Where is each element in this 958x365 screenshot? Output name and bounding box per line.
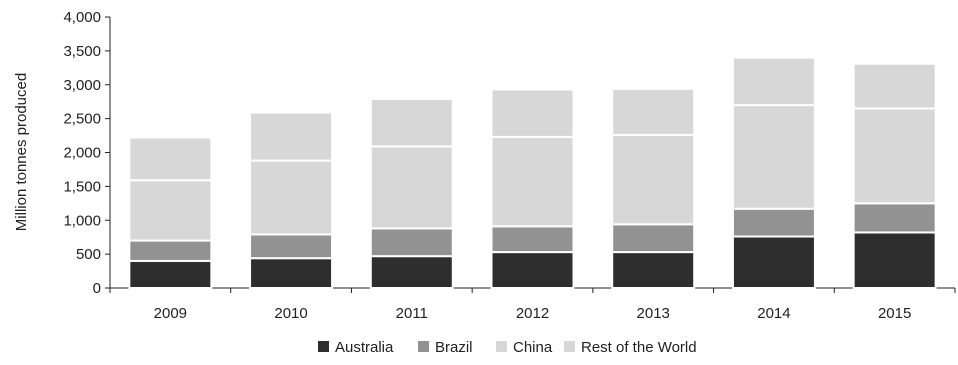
x-tick-label: 2013 [637, 305, 670, 322]
x-tick-label: 2011 [396, 305, 428, 322]
y-tick-label: 3,500 [63, 43, 101, 60]
bar-segment-china [128, 179, 213, 242]
bar-segment-australia [490, 251, 575, 289]
bar-segment-rest-of-the-world [369, 97, 454, 148]
bar-segment-rest-of-the-world [731, 56, 816, 107]
bar-segment-brazil [249, 233, 334, 260]
y-tick-label: 1,500 [63, 178, 101, 195]
bar-segment-rest-of-the-world [611, 87, 696, 136]
x-axis: 2009 2010 2011 2012 2013 2014 2015 [109, 287, 956, 322]
bar-segment-china [852, 107, 937, 205]
y-tick-label: 2,000 [63, 145, 101, 162]
y-axis-label: Million tonnes produced [13, 73, 30, 231]
y-tick-label: 500 [76, 246, 101, 263]
y-tick-label: 0 [93, 280, 101, 297]
bar-segment-brazil [490, 225, 575, 254]
x-tick-label: 2015 [878, 305, 911, 322]
legend: Australia Brazil China Rest of the World [318, 339, 697, 356]
legend-label: Rest of the World [581, 339, 697, 356]
legend-swatch [496, 341, 507, 352]
y-tick-label: 3,000 [63, 77, 101, 94]
bars [128, 56, 937, 290]
bar-segment-australia [369, 255, 454, 290]
bar-segment-rest-of-the-world [128, 136, 213, 182]
y-tick-label: 1,000 [63, 212, 101, 229]
bar-segment-china [731, 104, 816, 210]
bar-segment-australia [249, 257, 334, 290]
bar-segment-china [249, 159, 334, 236]
bar-segment-brazil [128, 239, 213, 262]
x-tick-label: 2009 [154, 305, 187, 322]
bar-segment-rest-of-the-world [490, 88, 575, 138]
bar-segment-brazil [731, 207, 816, 238]
bar-segment-brazil [611, 223, 696, 254]
bar-segment-rest-of-the-world [852, 62, 937, 110]
bar-segment-china [611, 133, 696, 226]
x-tick-label: 2012 [516, 305, 549, 322]
bar-segment-australia [852, 231, 937, 290]
legend-label: China [513, 339, 553, 356]
bar-segment-brazil [369, 227, 454, 258]
bar-segment-brazil [852, 202, 937, 234]
bar-segment-australia [128, 259, 213, 289]
legend-swatch [318, 341, 329, 352]
bar-segment-australia [731, 235, 816, 289]
legend-swatch [418, 341, 429, 352]
y-tick-label: 2,500 [63, 111, 101, 128]
y-axis: 0 500 1,000 1,500 2,000 2,500 3,000 3,500 4,000 [63, 9, 111, 297]
legend-label: Brazil [435, 339, 473, 356]
bar-segment-rest-of-the-world [249, 111, 334, 162]
bar-segment-australia [611, 251, 696, 289]
legend-label: Australia [335, 339, 394, 356]
bar-segment-china [369, 145, 454, 230]
x-tick-label: 2014 [757, 305, 790, 322]
y-tick-label: 4,000 [63, 9, 101, 26]
x-tick-label: 2010 [274, 305, 307, 322]
legend-swatch [564, 341, 575, 352]
bar-segment-china [490, 135, 575, 228]
